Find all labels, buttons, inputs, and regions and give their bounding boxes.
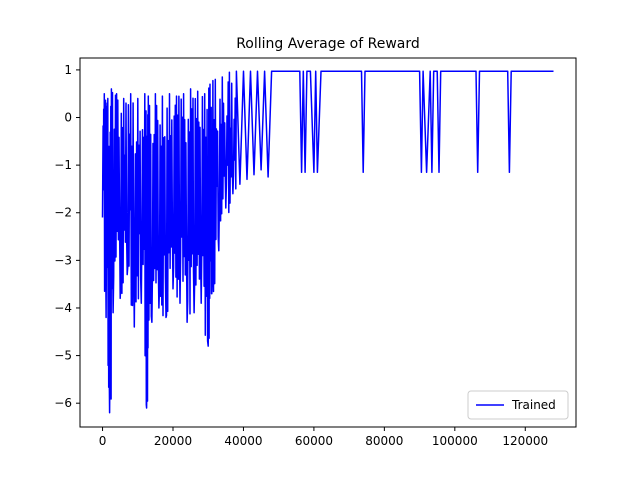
y-tick-label: 0 xyxy=(64,111,72,125)
x-tick-label: 120000 xyxy=(502,434,548,448)
y-axis: −6 −5 −4 −3 −2 −1 0 1 xyxy=(54,63,80,410)
chart-title: Rolling Average of Reward xyxy=(236,36,420,52)
legend-box xyxy=(467,390,569,420)
x-tick-label: 20000 xyxy=(154,434,192,448)
y-tick-label: −5 xyxy=(54,349,72,363)
y-tick-label: 1 xyxy=(64,63,72,77)
y-tick-label: −4 xyxy=(54,301,72,315)
legend-label-trained: Trained xyxy=(511,398,556,412)
series-line-trained xyxy=(101,70,554,414)
plot-area xyxy=(101,70,554,414)
x-tick-label: 100000 xyxy=(432,434,478,448)
y-tick-label: −1 xyxy=(54,158,72,172)
y-tick-label: −2 xyxy=(54,206,72,220)
x-tick-label: 80000 xyxy=(365,434,403,448)
x-tick-label: 60000 xyxy=(295,434,333,448)
x-axis: 0 20000 40000 60000 80000 100000 120000 xyxy=(99,427,548,448)
legend: Trained xyxy=(467,390,569,420)
x-tick-label: 0 xyxy=(99,434,107,448)
plot-frame xyxy=(79,57,577,428)
y-tick-label: −3 xyxy=(54,253,72,267)
x-tick-label: 40000 xyxy=(224,434,262,448)
y-tick-label: −6 xyxy=(54,396,72,410)
